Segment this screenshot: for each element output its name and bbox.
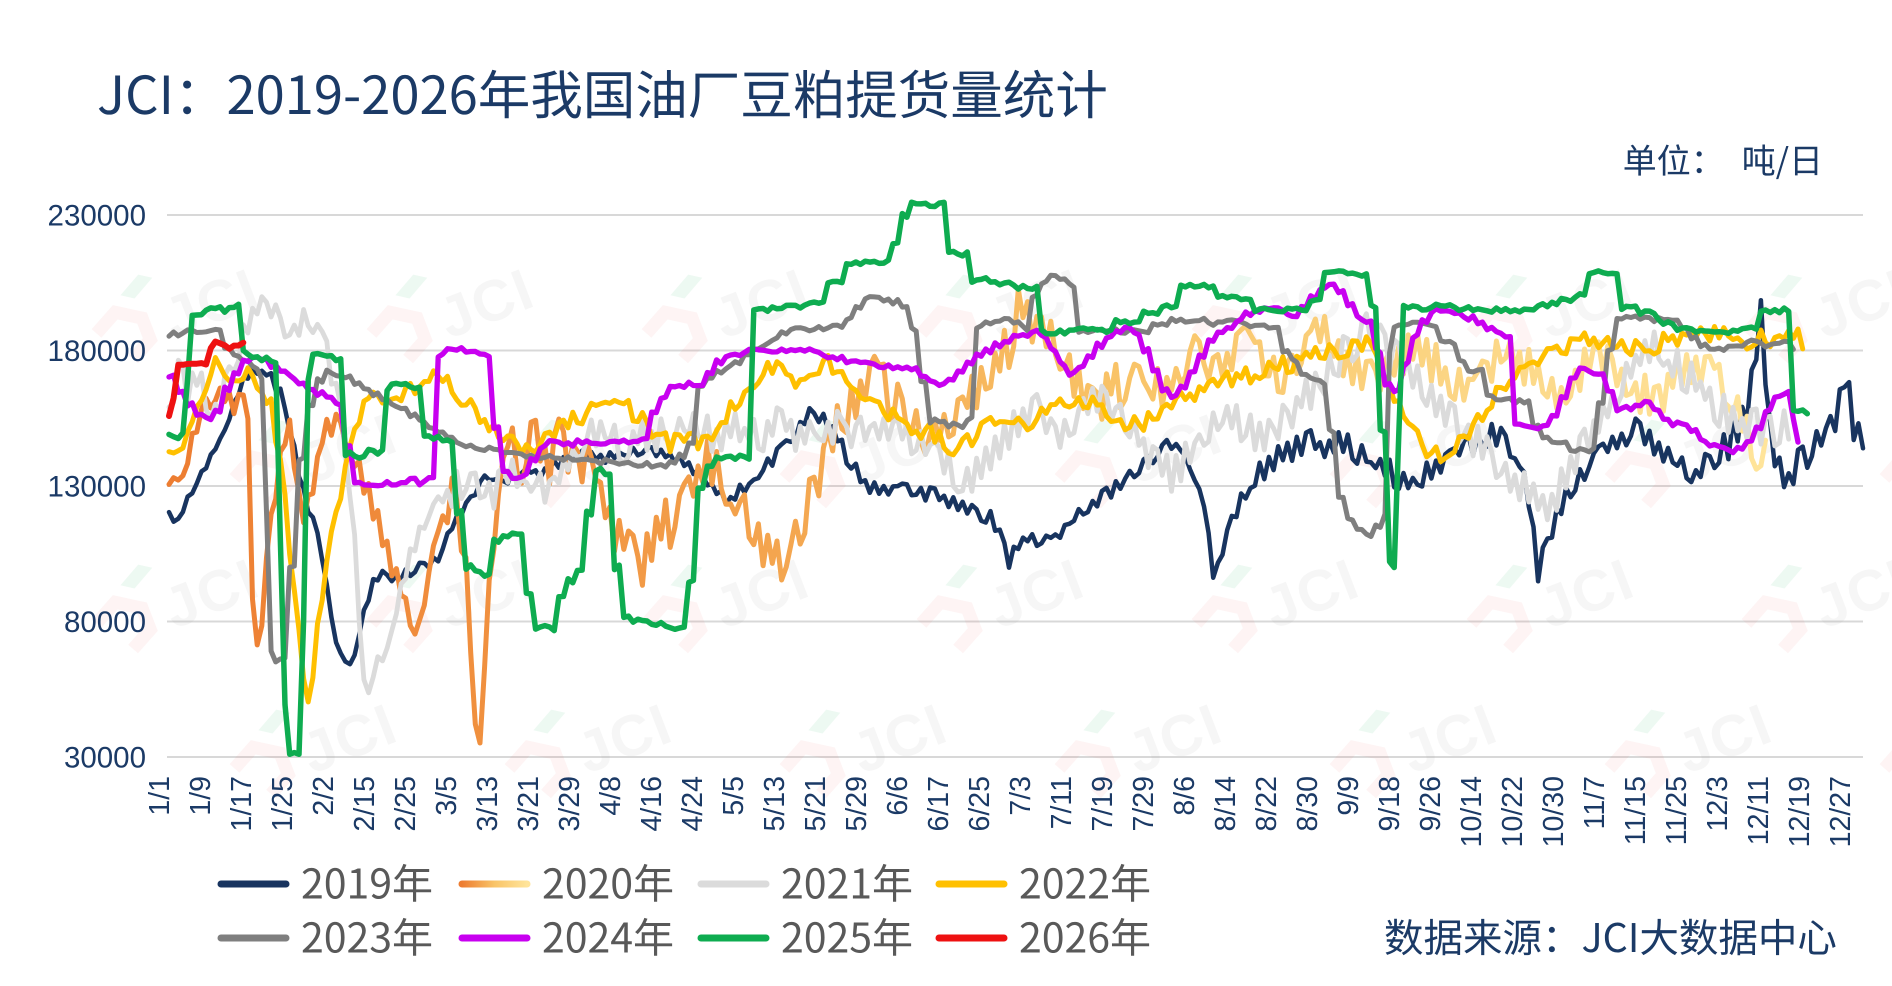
svg-text:3/21: 3/21 (513, 776, 545, 831)
svg-text:8/22: 8/22 (1251, 776, 1283, 831)
svg-text:230000: 230000 (48, 200, 146, 233)
svg-text:180000: 180000 (48, 335, 146, 368)
svg-text:8/30: 8/30 (1292, 776, 1324, 831)
svg-text:8/14: 8/14 (1210, 776, 1242, 832)
svg-text:4/16: 4/16 (636, 776, 668, 831)
svg-text:5/29: 5/29 (841, 776, 873, 831)
svg-text:80000: 80000 (64, 606, 146, 639)
svg-text:11/7: 11/7 (1579, 776, 1611, 829)
svg-text:2/2: 2/2 (308, 776, 340, 816)
svg-text:6/25: 6/25 (964, 776, 996, 831)
svg-text:130000: 130000 (48, 471, 146, 504)
svg-text:9/18: 9/18 (1374, 776, 1406, 831)
svg-text:8/6: 8/6 (1169, 776, 1201, 816)
svg-text:12/27: 12/27 (1825, 776, 1857, 847)
svg-text:11/15: 11/15 (1620, 776, 1652, 845)
svg-text:3/13: 3/13 (472, 776, 504, 831)
svg-text:2/25: 2/25 (390, 776, 422, 831)
svg-text:4/24: 4/24 (677, 776, 709, 832)
svg-text:10/30: 10/30 (1538, 776, 1570, 847)
svg-text:1/1: 1/1 (144, 776, 176, 816)
svg-text:1/9: 1/9 (185, 776, 217, 816)
svg-text:5/13: 5/13 (759, 776, 791, 831)
svg-text:11/25: 11/25 (1661, 776, 1693, 845)
svg-text:1/25: 1/25 (267, 776, 299, 831)
svg-text:3/29: 3/29 (554, 776, 586, 831)
svg-text:4/8: 4/8 (595, 776, 627, 816)
svg-text:9/9: 9/9 (1333, 776, 1365, 816)
svg-text:30000: 30000 (64, 742, 146, 775)
svg-text:7/19: 7/19 (1087, 776, 1119, 831)
svg-text:5/21: 5/21 (800, 776, 832, 831)
svg-text:3/5: 3/5 (431, 776, 463, 816)
svg-text:12/3: 12/3 (1702, 776, 1734, 831)
svg-text:6/17: 6/17 (923, 776, 955, 831)
svg-text:7/3: 7/3 (1005, 776, 1037, 816)
svg-text:9/26: 9/26 (1415, 776, 1447, 831)
svg-text:1/17: 1/17 (226, 776, 258, 831)
svg-text:2/15: 2/15 (349, 776, 381, 831)
svg-text:6/6: 6/6 (882, 776, 914, 816)
svg-text:7/29: 7/29 (1128, 776, 1160, 831)
svg-text:5/5: 5/5 (718, 776, 750, 816)
svg-text:10/22: 10/22 (1497, 776, 1529, 847)
svg-text:10/14: 10/14 (1456, 776, 1488, 847)
svg-text:7/11: 7/11 (1046, 776, 1078, 829)
svg-text:12/19: 12/19 (1784, 776, 1816, 847)
svg-text:12/11: 12/11 (1743, 776, 1775, 845)
